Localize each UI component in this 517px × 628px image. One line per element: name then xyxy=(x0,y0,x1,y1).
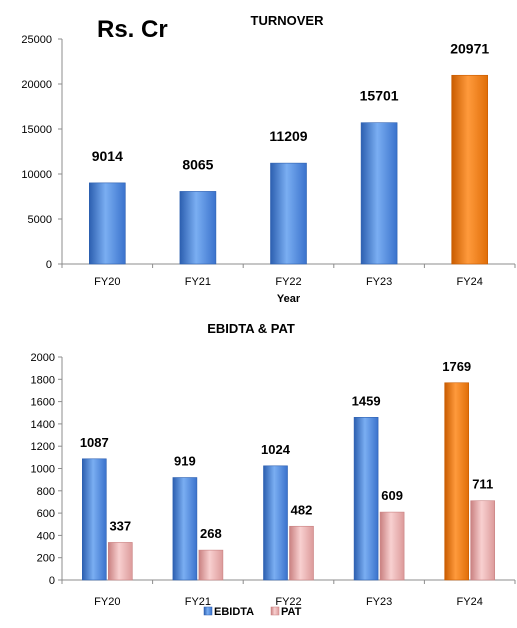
x-tick-label: FY23 xyxy=(366,276,392,288)
turnover-chart: TURNOVER 0 5000 10000 15000 20000 25000 9014 FY2… xyxy=(21,13,516,305)
bar-fy24 xyxy=(451,74,489,265)
data-label: 15701 xyxy=(360,88,399,104)
y-tick-label: 1600 xyxy=(31,397,55,409)
bar-fy21 xyxy=(179,191,217,265)
legend: EBIDTA PAT xyxy=(203,606,302,618)
y-tick-label: 600 xyxy=(37,508,55,520)
legend-swatch-ebidta xyxy=(203,606,213,616)
unit-label: Rs. Cr xyxy=(97,16,168,43)
x-tick-label: FY21 xyxy=(185,276,211,288)
data-label-pat: 337 xyxy=(109,518,131,533)
legend-label-pat: PAT xyxy=(281,606,302,618)
data-label-ebidta: 1024 xyxy=(261,442,291,457)
y-tick-label: 200 xyxy=(37,553,55,565)
y-tick-label: 2000 xyxy=(31,352,55,364)
bar-ebidta-fy23 xyxy=(353,417,379,581)
bar-pat-fy22 xyxy=(289,525,314,581)
x-tick-label: FY24 xyxy=(457,276,483,288)
bar-ebidta-fy20 xyxy=(82,458,107,581)
data-label: 20971 xyxy=(450,40,489,56)
legend-label-ebidta: EBIDTA xyxy=(214,606,254,618)
y-tick-label: 15000 xyxy=(21,124,52,136)
y-tick-label: 1000 xyxy=(31,464,55,476)
data-label-pat: 711 xyxy=(472,477,493,492)
bar-pat-fy23 xyxy=(379,511,405,581)
data-label-pat: 268 xyxy=(200,526,222,541)
bar-fy23 xyxy=(360,122,398,265)
y-tick-label: 400 xyxy=(37,530,55,542)
bar-pat-fy21 xyxy=(198,549,224,581)
x-tick-label: FY23 xyxy=(366,596,392,608)
data-label-ebidta: 919 xyxy=(174,454,196,469)
ebidta-pat-chart: EBIDTA & PAT 0 200 400 600 800 1000 1200 1400 160… xyxy=(31,321,516,618)
y-tick-label: 20000 xyxy=(21,79,52,91)
bar-ebidta-fy22 xyxy=(263,465,288,581)
data-label-ebidta: 1087 xyxy=(80,435,109,450)
x-axis-title: Year xyxy=(277,293,301,305)
x-tick-label: FY24 xyxy=(457,596,483,608)
bar-pat-fy20 xyxy=(108,542,133,581)
data-label-ebidta: 1769 xyxy=(442,359,471,374)
bar-fy22 xyxy=(270,162,307,265)
legend-swatch-pat xyxy=(270,606,280,616)
y-tick-label: 10000 xyxy=(21,169,52,181)
y-tick-label: 0 xyxy=(49,575,55,587)
y-tick-label: 1800 xyxy=(31,374,55,386)
y-tick-label: 25000 xyxy=(21,34,52,46)
data-label-ebidta: 1459 xyxy=(352,393,381,408)
y-tick-label: 1200 xyxy=(31,441,55,453)
bar-ebidta-fy24 xyxy=(444,382,470,581)
data-label: 8065 xyxy=(182,156,213,172)
chart-title: EBIDTA & PAT xyxy=(207,321,295,336)
data-label-pat: 482 xyxy=(291,502,313,517)
x-tick-label: FY20 xyxy=(94,276,120,288)
x-tick-label: FY22 xyxy=(275,276,301,288)
x-tick-label: FY22 xyxy=(275,596,301,608)
y-tick-label: 1400 xyxy=(31,419,55,431)
chart-title: TURNOVER xyxy=(251,13,325,28)
x-tick-label: FY21 xyxy=(185,596,211,608)
y-tick-label: 5000 xyxy=(28,214,52,226)
bar-pat-fy24 xyxy=(470,500,496,581)
data-label-pat: 609 xyxy=(381,488,403,503)
x-tick-label: FY20 xyxy=(94,596,120,608)
y-tick-label: 0 xyxy=(46,259,52,271)
y-tick-label: 800 xyxy=(37,486,55,498)
data-label: 9014 xyxy=(92,148,123,164)
bar-fy20 xyxy=(89,182,126,265)
bar-ebidta-fy21 xyxy=(172,477,198,581)
data-label: 11209 xyxy=(269,128,307,144)
